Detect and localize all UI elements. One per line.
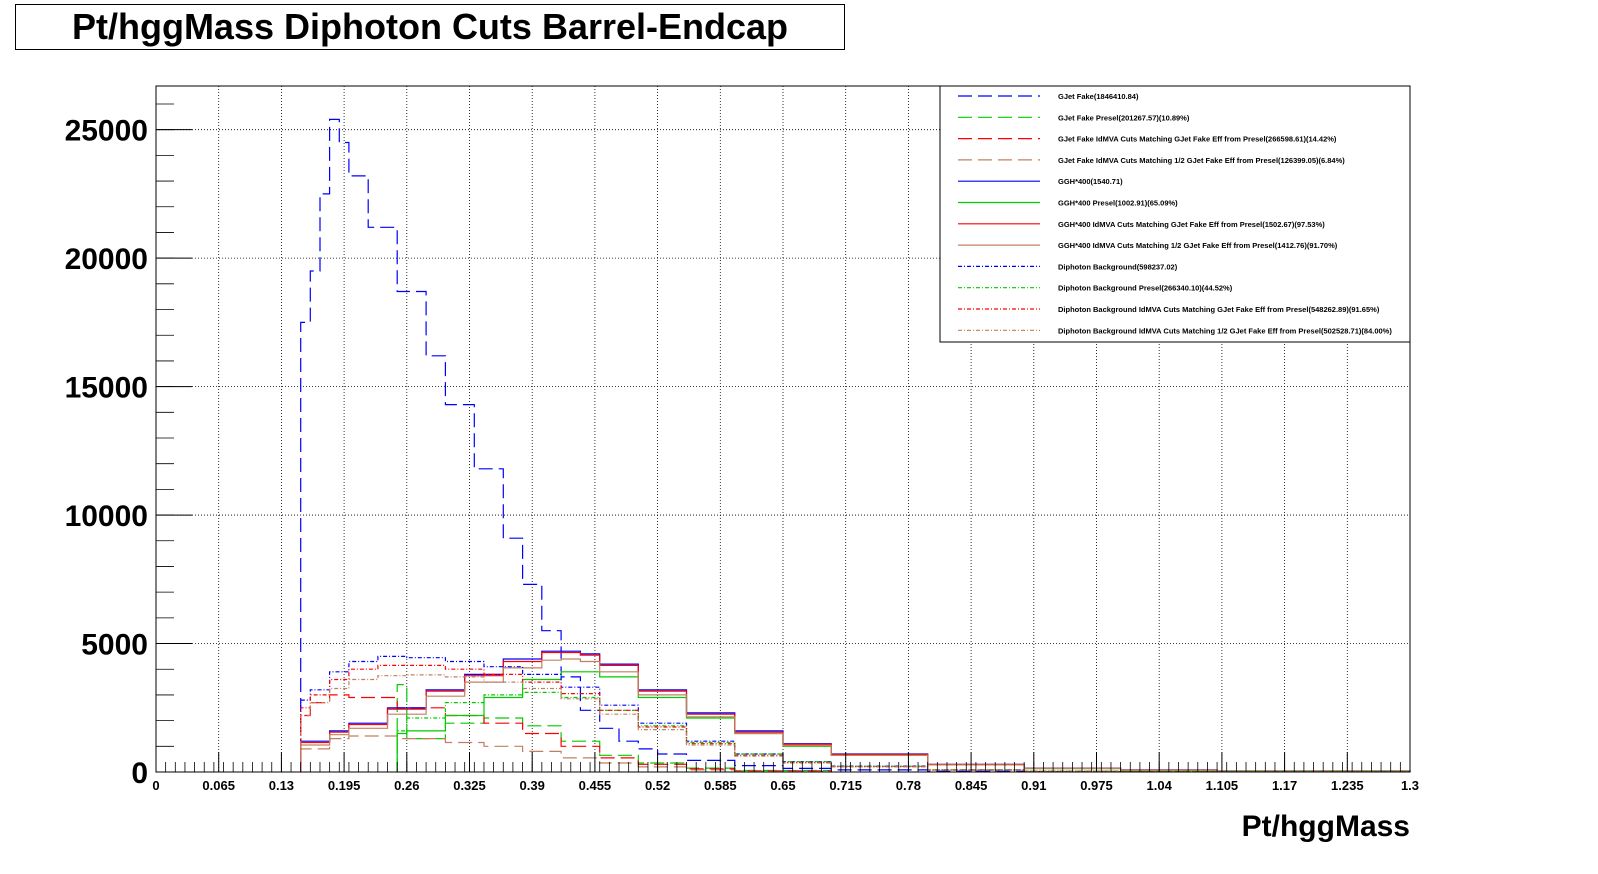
y-tick-label: 25000 xyxy=(65,115,148,148)
series-line-12 xyxy=(300,674,1411,773)
legend-entry: GJet Fake Presel(201267.57)(10.89%) xyxy=(1058,113,1190,122)
legend-entry: GJet Fake(1846410.84) xyxy=(1058,92,1139,101)
x-tick-label: 0.26 xyxy=(394,778,419,793)
x-tick-label: 0.585 xyxy=(704,778,737,793)
legend-entry: Diphoton Background IdMVA Cuts Matching … xyxy=(1058,305,1380,314)
y-tick-label: 5000 xyxy=(81,629,148,662)
x-tick-label: 0 xyxy=(152,778,159,793)
legend-entry: GGH*400 IdMVA Cuts Matching GJet Fake Ef… xyxy=(1058,220,1325,229)
x-tick-label: 1.105 xyxy=(1206,778,1239,793)
x-tick-label: 0.65 xyxy=(770,778,795,793)
y-tick-label: 15000 xyxy=(65,372,148,405)
x-tick-label: 0.195 xyxy=(328,778,361,793)
y-tick-label: 10000 xyxy=(65,500,148,533)
series-line-2 xyxy=(396,684,832,772)
x-tick-label: 1.04 xyxy=(1147,778,1173,793)
x-tick-label: 0.52 xyxy=(645,778,670,793)
chart-title: Pt/hggMass Diphoton Cuts Barrel-Endcap xyxy=(15,4,845,50)
legend-entry: GGH*400 IdMVA Cuts Matching 1/2 GJet Fak… xyxy=(1058,241,1338,250)
series-line-4 xyxy=(300,735,832,772)
legend-entry: GGH*400 Presel(1002.91)(65.09%) xyxy=(1058,199,1178,208)
x-tick-label: 0.845 xyxy=(955,778,988,793)
x-tick-label: 0.065 xyxy=(202,778,235,793)
series-line-7 xyxy=(300,651,1411,772)
x-tick-label: 1.235 xyxy=(1331,778,1364,793)
x-tick-label: 0.13 xyxy=(269,778,294,793)
legend-entry: Diphoton Background Presel(266340.10)(44… xyxy=(1058,284,1233,293)
x-axis-label: Pt/hggMass xyxy=(1242,810,1410,843)
y-tick-label: 0 xyxy=(131,757,148,790)
x-tick-label: 0.455 xyxy=(579,778,612,793)
x-tick-label: 0.78 xyxy=(896,778,921,793)
axes: 0 0.065 0.13 0.195 0.26 0.325 0.39 0.455 0.52 0.5… xyxy=(65,103,1419,793)
x-tick-label: 0.325 xyxy=(453,778,486,793)
legend-entry: Diphoton Background(598237.02) xyxy=(1058,262,1178,271)
legend-entry: GGH*400(1540.71) xyxy=(1058,177,1123,186)
x-tick-label: 0.39 xyxy=(520,778,545,793)
legend-entry: Diphoton Background IdMVA Cuts Matching … xyxy=(1058,326,1392,335)
x-tick-label: 0.715 xyxy=(829,778,862,793)
series-line-10 xyxy=(396,691,1411,772)
series-line-11 xyxy=(300,664,1411,773)
x-tick-label: 0.975 xyxy=(1080,778,1113,793)
x-tick-label: 1.17 xyxy=(1272,778,1297,793)
legend-entry: GJet Fake IdMVA Cuts Matching 1/2 GJet F… xyxy=(1058,156,1345,165)
x-tick-label: 0.91 xyxy=(1021,778,1046,793)
series-line-6 xyxy=(396,671,1411,772)
series-line-9 xyxy=(300,655,1411,773)
legend: GJet Fake(1846410.84) GJet Fake Presel(20… xyxy=(939,85,1411,343)
x-tick-label: 1.3 xyxy=(1401,778,1419,793)
legend-entry: GJet Fake IdMVA Cuts Matching GJet Fake … xyxy=(1058,135,1337,144)
legend-box xyxy=(939,85,1411,343)
y-tick-label: 20000 xyxy=(65,243,148,276)
